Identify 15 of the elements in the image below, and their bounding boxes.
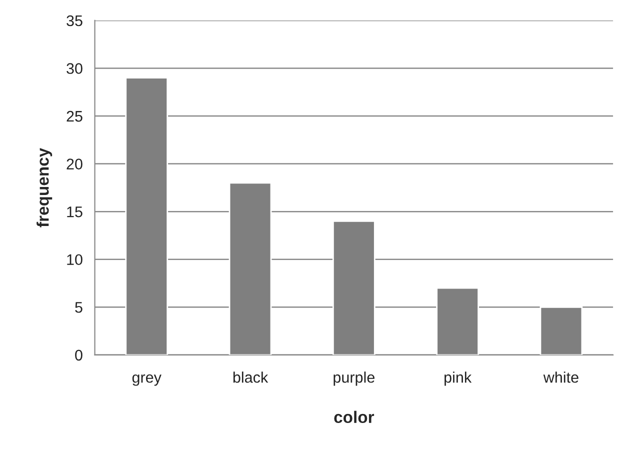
x-tick-label: pink bbox=[444, 372, 472, 386]
x-tick-label: purple bbox=[334, 372, 374, 386]
x-tick-label: white bbox=[543, 372, 578, 383]
x-axis-title: color bbox=[334, 410, 374, 424]
y-axis-title: frequency bbox=[36, 148, 52, 228]
x-tick-label: black bbox=[233, 372, 268, 383]
y-tick-label: 15 bbox=[67, 206, 82, 218]
y-tick-label: 30 bbox=[66, 63, 82, 74]
x-tick-label: grey bbox=[132, 374, 162, 386]
y-tick-label: 0 bbox=[75, 350, 82, 361]
y-tick-label: 35 bbox=[66, 15, 82, 26]
y-tick-label: 10 bbox=[67, 254, 82, 266]
y-tick-label: 5 bbox=[75, 302, 82, 313]
y-tick-label: 25 bbox=[66, 110, 82, 122]
y-tick-label: 20 bbox=[66, 158, 82, 170]
